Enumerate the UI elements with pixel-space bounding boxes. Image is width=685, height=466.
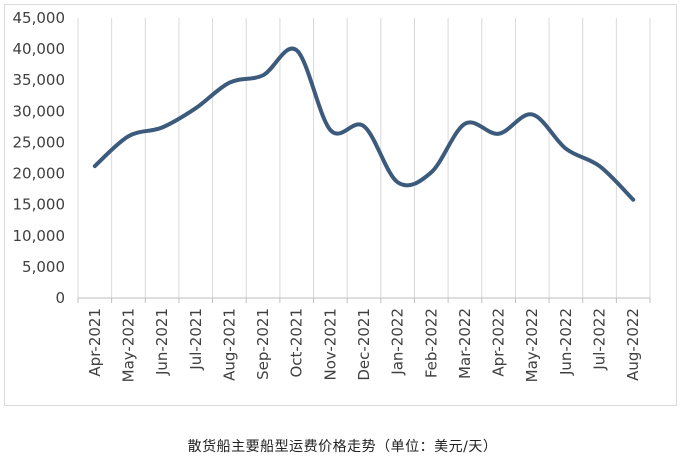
series xyxy=(92,46,636,202)
data-point xyxy=(93,164,97,168)
series-line xyxy=(92,46,636,202)
line-chart: 0 5,000 10,000 15,000 20,000 25,000 30,000 35,0… xyxy=(13,9,651,382)
chart-title: 散货船主要船型运费价格走势（单位：美元/天） xyxy=(187,439,498,455)
y-tick-label: 30,000 xyxy=(13,102,66,120)
x-tick-label: Jun-2021 xyxy=(153,308,171,376)
x-tick-label: Mar-2022 xyxy=(456,308,474,379)
data-point xyxy=(497,132,501,136)
data-point xyxy=(631,198,635,202)
x-tick-label: Jan-2022 xyxy=(389,308,407,376)
x-tick-label: Aug-2022 xyxy=(624,308,642,381)
x-tick-label: May-2022 xyxy=(523,308,541,382)
data-point xyxy=(328,128,332,132)
x-tick-label: May-2021 xyxy=(119,308,137,382)
x-tick-label: Dec-2021 xyxy=(355,308,373,381)
data-point xyxy=(530,112,534,116)
data-point xyxy=(463,122,467,126)
data-point xyxy=(194,106,198,110)
x-tick-labels: Apr-2021 May-2021 Jun-2021 Jul-2021 Aug-2021… xyxy=(86,308,642,382)
y-tick-label: 35,000 xyxy=(13,71,66,89)
y-tick-label: 0 xyxy=(55,289,65,307)
y-tick-label: 5,000 xyxy=(22,258,65,276)
data-point xyxy=(160,126,164,130)
x-tick-label: Jun-2022 xyxy=(557,308,575,376)
grid-lines xyxy=(77,18,651,298)
y-tick-labels: 0 5,000 10,000 15,000 20,000 25,000 30,000 35,0… xyxy=(13,9,66,307)
chart-frame xyxy=(4,4,677,406)
data-point xyxy=(362,124,366,128)
x-tick-label: Apr-2022 xyxy=(490,308,508,377)
x-tick-label: Jul-2022 xyxy=(591,308,609,371)
axes xyxy=(77,297,651,303)
y-tick-label: 40,000 xyxy=(13,40,66,58)
data-point xyxy=(261,73,265,77)
data-point xyxy=(598,164,602,168)
y-tick-label: 10,000 xyxy=(13,227,66,245)
data-point xyxy=(126,134,130,138)
data-point xyxy=(295,48,299,52)
x-tick-label: Feb-2022 xyxy=(422,308,440,378)
x-tick-label: Apr-2021 xyxy=(86,308,104,377)
x-tick-label: Jul-2021 xyxy=(187,308,205,371)
x-tick-label: Oct-2021 xyxy=(288,308,306,378)
x-tick-label: Nov-2021 xyxy=(321,308,339,380)
data-point xyxy=(227,81,231,85)
y-tick-label: 20,000 xyxy=(13,165,66,183)
x-tick-label: Sep-2021 xyxy=(254,308,272,380)
data-point xyxy=(429,170,433,174)
y-tick-label: 45,000 xyxy=(13,9,66,27)
y-tick-label: 25,000 xyxy=(13,133,66,151)
y-tick-label: 15,000 xyxy=(13,196,66,214)
data-point xyxy=(564,147,568,151)
x-tick-label: Aug-2021 xyxy=(220,308,238,381)
data-point xyxy=(396,180,400,184)
